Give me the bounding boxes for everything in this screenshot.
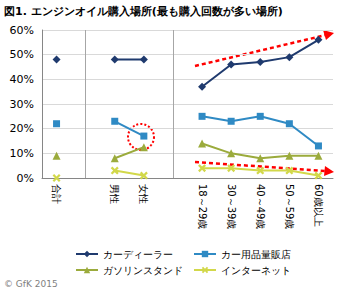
svg-text:40～49歳: 40～49歳	[255, 184, 266, 229]
svg-text:50～59歳: 50～59歳	[284, 184, 295, 229]
svg-text:インターネット: インターネット	[221, 265, 291, 276]
svg-text:10%: 10%	[10, 147, 34, 160]
svg-text:30%: 30%	[10, 98, 34, 111]
svg-text:女性: 女性	[138, 184, 149, 204]
svg-text:50%: 50%	[10, 48, 34, 61]
svg-text:男性: 男性	[109, 184, 120, 204]
svg-text:40%: 40%	[10, 73, 34, 86]
svg-text:合計: 合計	[51, 184, 62, 204]
svg-text:カー用品量販店: カー用品量販店	[221, 249, 291, 260]
svg-text:30～39歳: 30～39歳	[226, 184, 237, 229]
svg-text:ガソリンスタンド: ガソリンスタンド	[103, 265, 183, 276]
svg-text:© GfK 2015: © GfK 2015	[4, 279, 58, 289]
svg-text:18～29歳: 18～29歳	[197, 184, 208, 229]
svg-text:60歳以上: 60歳以上	[313, 184, 324, 227]
svg-text:カーディーラー: カーディーラー	[103, 249, 173, 260]
svg-text:0%: 0%	[17, 172, 34, 185]
svg-text:20%: 20%	[10, 122, 34, 135]
svg-text:60%: 60%	[10, 24, 34, 37]
svg-text:図1. エンジンオイル購入場所(最も購入回数が多い場所): 図1. エンジンオイル購入場所(最も購入回数が多い場所)	[4, 5, 283, 18]
